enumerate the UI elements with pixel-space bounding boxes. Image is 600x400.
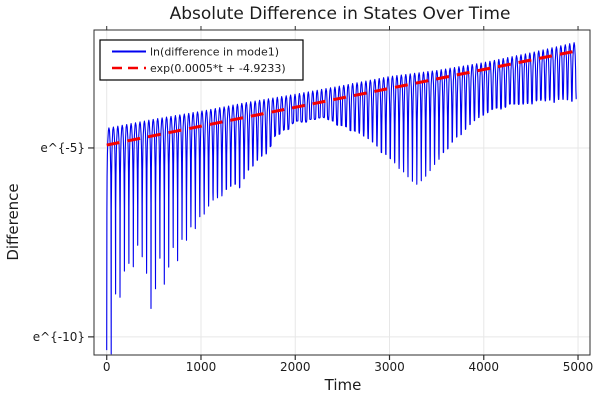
- y-axis-label: Difference: [4, 183, 22, 260]
- legend-frame: [99, 39, 304, 81]
- series-line-fit: [106, 49, 579, 147]
- legend-label-red: exp(0.0005*t + -4.9233): [150, 62, 286, 75]
- x-tick-label: 1000: [186, 360, 217, 374]
- series-line-difference: [106, 42, 577, 355]
- x-tick-label: 3000: [374, 360, 405, 374]
- frame-layer: [88, 26, 591, 360]
- chart-title: Absolute Difference in States Over Time: [170, 4, 511, 24]
- grid-layer: [94, 30, 590, 355]
- x-tick-label: 5000: [563, 360, 594, 374]
- legend-box: ln(difference in mode1) exp(0.0005*t + -…: [99, 39, 304, 81]
- x-tick-label: 4000: [468, 360, 499, 374]
- x-tick-label: 2000: [280, 360, 311, 374]
- x-tick-label: 0: [103, 360, 111, 374]
- y-tick-label: e^{-5}: [40, 141, 85, 155]
- plot-frame: [93, 29, 591, 356]
- legend-label-blue: ln(difference in mode1): [150, 46, 279, 59]
- tick-label-layer: 0 1000 2000 3000 4000 5000 e^{-5} e^{-10}: [33, 141, 594, 374]
- y-tick-label: e^{-10}: [33, 330, 85, 344]
- series-layer: [106, 42, 579, 355]
- x-axis-label: Time: [324, 376, 362, 394]
